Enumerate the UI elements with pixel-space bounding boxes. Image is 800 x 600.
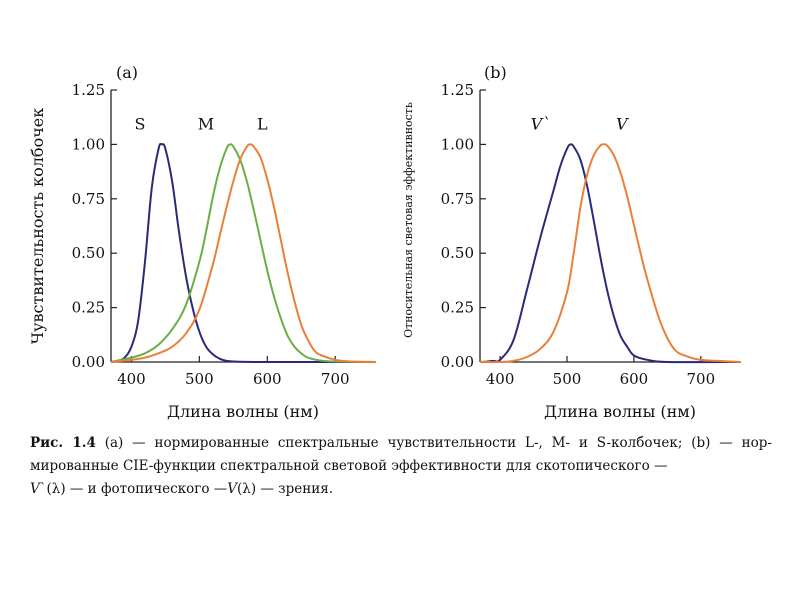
- panel-b-label: (b): [484, 63, 507, 82]
- caption-line1: (a) — нормированные спектральные чувстви…: [95, 435, 772, 451]
- panel-b-y-tick-label: 1.25: [441, 81, 474, 99]
- panel-b-y-tick-label: 0.25: [441, 299, 474, 317]
- panel-a-series-L-line: [110, 143, 377, 363]
- panel-a-x-tick-label: 400: [117, 370, 146, 388]
- panel-b-x-tick-label: 700: [687, 370, 716, 388]
- panel-b-series-V-line: [479, 143, 742, 364]
- panel-b-x-tick-label: 400: [486, 370, 515, 388]
- panel-a-y-tick-label: 0.50: [72, 244, 105, 262]
- figure-caption: Рис. 1.4 (a) — нормированные спектральны…: [30, 432, 772, 501]
- panel-b-series-V-line: [479, 143, 742, 364]
- panel-a-x-tick-label: 700: [321, 370, 350, 388]
- panel-a-chart: (a) 0.00 0.25 0.50 0.75 1.00 1.25 400 500 600 700…: [28, 63, 377, 421]
- panel-a-y-axis-title: Чувствительность колбочек: [28, 108, 47, 344]
- caption-v-photopic: V: [227, 481, 238, 497]
- panel-b-series-label: V`: [531, 114, 551, 133]
- panel-b-y-tick-label: 0.50: [441, 244, 474, 262]
- panel-b-y-tick-label: 0.75: [441, 190, 474, 208]
- panel-b-x-axis-title: Длина волны (нм): [544, 402, 696, 421]
- caption-v-scotopic: V: [30, 481, 40, 497]
- panel-b-chart: (b) 0.00 0.25 0.50 0.75 1.00 1.25 400 500 600 700…: [402, 63, 742, 421]
- caption-line3-suffix: (λ) — зрения.: [237, 481, 334, 497]
- panel-b-y-tick-label: 1.00: [441, 135, 474, 153]
- panel-a-label: (a): [116, 63, 138, 82]
- panel-a-x-tick-label: 500: [185, 370, 214, 388]
- panel-a-x-axis-title: Длина волны (нм): [167, 402, 319, 421]
- panel-a-series-S-line: [110, 142, 376, 364]
- panel-a-series-label: M: [198, 114, 214, 133]
- caption-line3-mid: `(λ) — и фотопического —: [39, 481, 228, 497]
- panel-b-x-tick-label: 600: [620, 370, 649, 388]
- panel-a-ticks: 0.00 0.25 0.50 0.75 1.00 1.25 400 500 600 700: [72, 81, 350, 388]
- panel-a-series-label: L: [257, 114, 268, 133]
- panel-a-series-M-line: [110, 143, 377, 363]
- panel-a-y-tick-label: 0.25: [72, 299, 105, 317]
- panel-b-ticks: 0.00 0.25 0.50 0.75 1.00 1.25 400 500 600 700: [441, 81, 716, 388]
- panel-a-series-label: S: [134, 114, 145, 133]
- caption-figure-number: Рис. 1.4: [30, 435, 96, 451]
- panel-a-y-tick-label: 0.00: [72, 353, 105, 371]
- panel-a-curves: [110, 142, 377, 364]
- panel-a-y-tick-label: 1.25: [72, 81, 105, 99]
- panel-b-curves: [479, 143, 742, 364]
- panel-b-y-tick-label: 0.00: [441, 353, 474, 371]
- panel-a-y-tick-label: 0.75: [72, 190, 105, 208]
- panel-b-curve-labels: V` V: [531, 114, 629, 133]
- panel-b-y-axis-title: Относительная световая эффективность: [402, 102, 415, 338]
- panel-b-series-label: V: [616, 114, 629, 133]
- caption-line2: мированные CIE-функции спектральной свет…: [30, 458, 668, 474]
- panel-a-x-tick-label: 600: [253, 370, 282, 388]
- panel-a-y-tick-label: 1.00: [72, 135, 105, 153]
- panel-b-x-tick-label: 500: [553, 370, 582, 388]
